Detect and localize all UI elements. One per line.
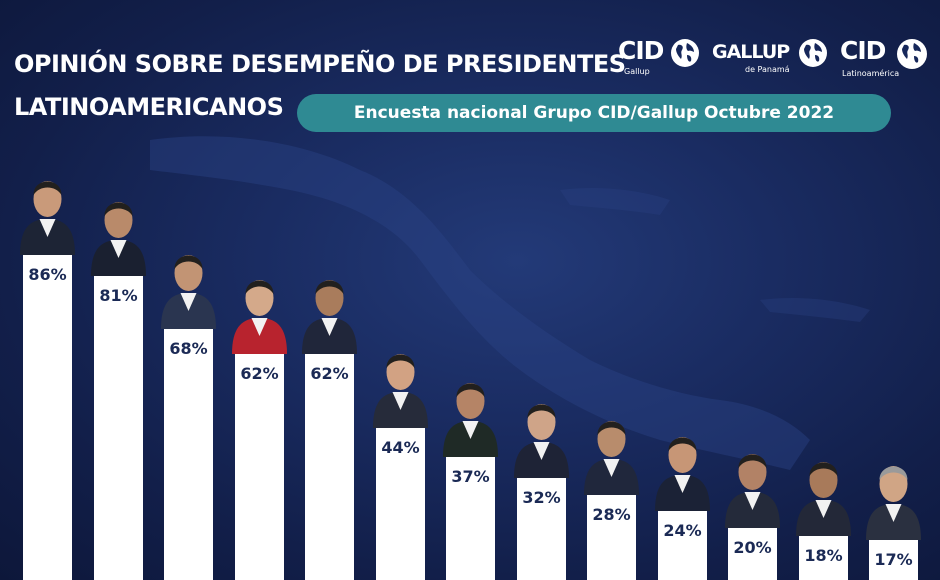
gallup-logo-tagline: de Panamá [745,65,790,74]
bar-value-label: 81% [99,286,138,305]
bar: 62% [235,354,284,580]
president-portrait [866,466,921,540]
cid-gallup-logo: CID Gallup [618,36,702,82]
president-portrait [655,437,710,511]
bar-value-label: 86% [28,265,67,284]
gallup-logo-name: GALLUP [712,41,790,63]
president-portrait [302,280,357,354]
bar: 20% [728,528,777,580]
title-line-2: LATINOAMERICANOS [14,93,284,121]
bar-value-label: 62% [240,364,279,383]
bar: 18% [799,536,848,580]
bar-value-label: 28% [592,505,631,524]
president-portrait [796,462,851,536]
bar: 28% [587,495,636,580]
globe-icon [671,39,699,67]
cid-logo-name: CID [618,36,664,65]
bar-value-label: 62% [310,364,349,383]
president-portrait [373,354,428,428]
bar: 37% [446,457,495,580]
bar-value-label: 44% [381,438,420,457]
president-portrait [161,255,216,329]
bar: 24% [658,511,707,580]
bar: 44% [376,428,425,580]
bar: 68% [164,329,213,580]
subtitle-pill: Encuesta nacional Grupo CID/Gallup Octub… [297,94,891,132]
bar-value-label: 68% [169,339,208,358]
cid-latam-logo-name: CID [840,36,886,65]
subtitle-text: Encuesta nacional Grupo CID/Gallup Octub… [353,103,835,123]
cid-latinoamerica-logo: CID Latinoamérica [840,36,934,82]
bar: 62% [305,354,354,580]
president-portrait [514,404,569,478]
bar-value-label: 24% [663,521,702,540]
bar-value-label: 32% [522,488,561,507]
president-portrait [20,181,75,255]
cid-latam-logo-tagline: Latinoamérica [842,69,900,78]
bar-value-label: 20% [733,538,772,557]
gallup-panama-logo: GALLUP de Panamá [712,36,830,82]
bar-value-label: 18% [804,546,843,565]
president-portrait [232,280,287,354]
title-line-1: OPINIÓN SOBRE DESEMPEÑO DE PRESIDENTES [14,50,626,78]
bar: 86% [23,255,72,580]
globe-icon [799,39,827,67]
president-portrait [91,202,146,276]
bar: 17% [869,540,918,580]
president-portrait [443,383,498,457]
bar: 81% [94,276,143,580]
globe-icon [897,39,927,69]
bar-value-label: 17% [874,550,913,569]
president-portrait [584,421,639,495]
cid-logo-tagline: Gallup [624,67,650,76]
president-portrait [725,454,780,528]
bar: 32% [517,478,566,580]
bar-value-label: 37% [451,467,490,486]
